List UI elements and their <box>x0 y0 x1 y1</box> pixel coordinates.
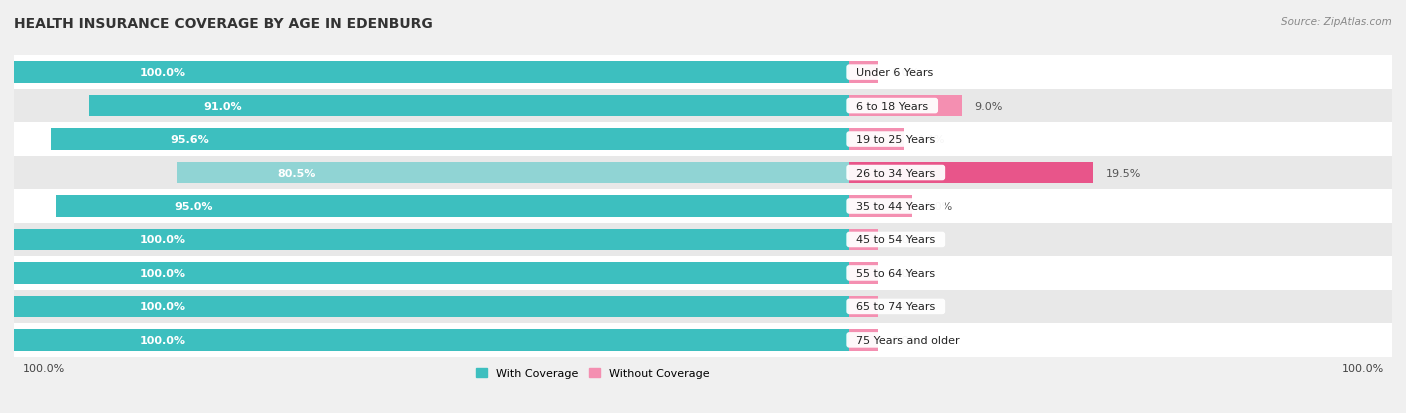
Text: 6 to 18 Years: 6 to 18 Years <box>849 101 935 112</box>
Legend: With Coverage, Without Coverage: With Coverage, Without Coverage <box>471 364 714 383</box>
Bar <box>51 129 849 151</box>
Text: 100.0%: 100.0% <box>1341 363 1384 373</box>
Text: 0.0%: 0.0% <box>891 68 920 78</box>
Bar <box>14 190 1392 223</box>
Text: 0.0%: 0.0% <box>891 235 920 245</box>
Text: 55 to 64 Years: 55 to 64 Years <box>849 268 942 278</box>
Text: 80.5%: 80.5% <box>278 168 316 178</box>
Text: 95.6%: 95.6% <box>170 135 209 145</box>
Text: 5.0%: 5.0% <box>924 202 952 211</box>
Bar <box>14 123 1392 157</box>
Text: 0.0%: 0.0% <box>891 268 920 278</box>
Text: 0.0%: 0.0% <box>891 301 920 312</box>
Text: 100.0%: 100.0% <box>22 363 65 373</box>
Bar <box>849 262 879 284</box>
Text: 35 to 44 Years: 35 to 44 Years <box>849 202 942 211</box>
Text: Under 6 Years: Under 6 Years <box>849 68 941 78</box>
Bar <box>849 296 879 318</box>
Text: 9.0%: 9.0% <box>974 101 1002 112</box>
Text: 100.0%: 100.0% <box>139 268 186 278</box>
Text: 91.0%: 91.0% <box>204 101 242 112</box>
Text: 26 to 34 Years: 26 to 34 Years <box>849 168 942 178</box>
Bar <box>14 223 1392 256</box>
Bar <box>14 229 849 251</box>
Bar <box>849 129 904 151</box>
Text: 0.0%: 0.0% <box>891 335 920 345</box>
Bar <box>849 196 911 217</box>
Text: 95.0%: 95.0% <box>174 202 214 211</box>
Bar <box>177 162 849 184</box>
Text: 100.0%: 100.0% <box>139 335 186 345</box>
Text: Source: ZipAtlas.com: Source: ZipAtlas.com <box>1281 17 1392 26</box>
Text: 45 to 54 Years: 45 to 54 Years <box>849 235 942 245</box>
Bar <box>14 90 1392 123</box>
Bar <box>849 95 962 117</box>
Bar <box>56 196 849 217</box>
Bar <box>14 62 849 84</box>
Bar <box>14 290 1392 323</box>
Text: 65 to 74 Years: 65 to 74 Years <box>849 301 942 312</box>
Bar <box>849 229 879 251</box>
Text: 100.0%: 100.0% <box>139 235 186 245</box>
Bar <box>14 157 1392 190</box>
Bar <box>89 95 849 117</box>
Text: HEALTH INSURANCE COVERAGE BY AGE IN EDENBURG: HEALTH INSURANCE COVERAGE BY AGE IN EDEN… <box>14 17 433 31</box>
Bar <box>14 256 1392 290</box>
Bar <box>14 56 1392 90</box>
Bar <box>14 262 849 284</box>
Bar <box>14 323 1392 357</box>
Text: 100.0%: 100.0% <box>139 68 186 78</box>
Bar <box>849 329 879 351</box>
Text: 75 Years and older: 75 Years and older <box>849 335 967 345</box>
Bar <box>14 296 849 318</box>
Text: 100.0%: 100.0% <box>139 301 186 312</box>
Bar <box>14 329 849 351</box>
Text: 4.4%: 4.4% <box>917 135 945 145</box>
Text: 19.5%: 19.5% <box>1107 168 1142 178</box>
Bar <box>849 62 879 84</box>
Text: 19 to 25 Years: 19 to 25 Years <box>849 135 942 145</box>
Bar <box>849 162 1094 184</box>
